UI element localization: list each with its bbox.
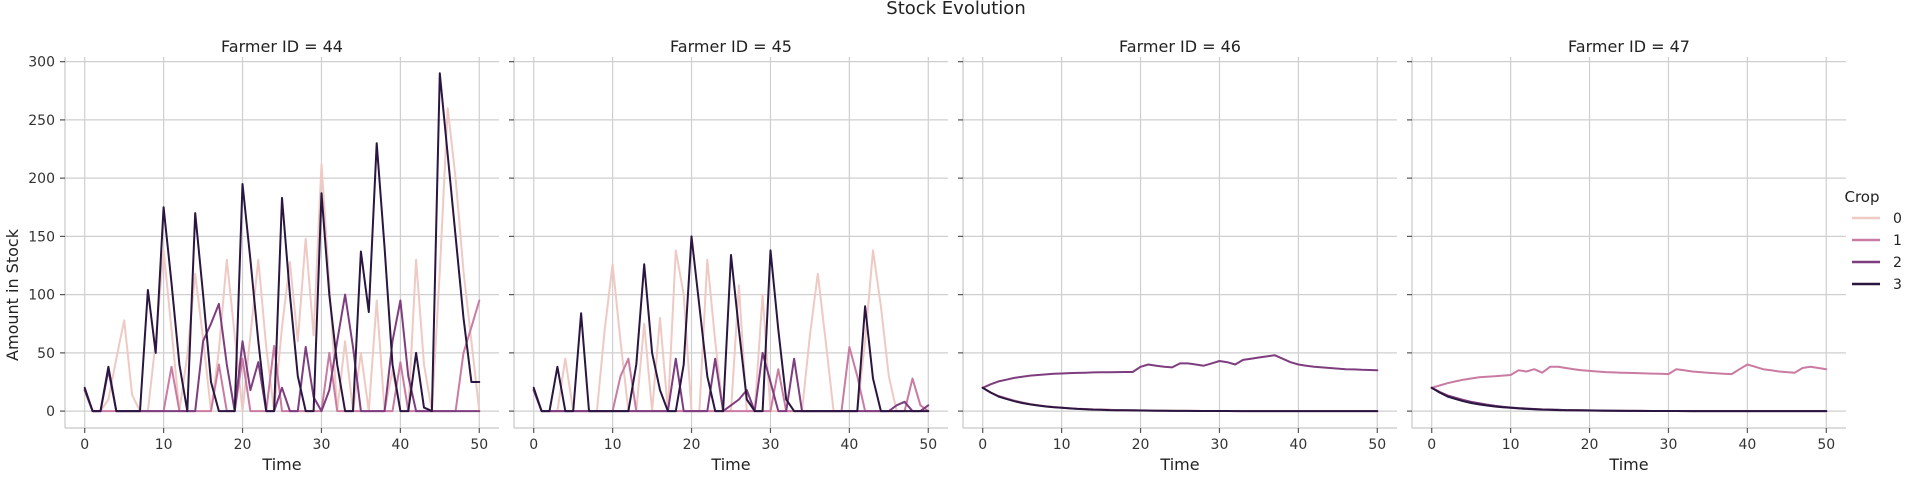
y-tick-label: 50 (37, 346, 55, 362)
x-tick-label: 40 (391, 437, 409, 453)
figure-title: Stock Evolution (886, 0, 1025, 19)
series-line-crop-2 (981, 354, 1379, 389)
x-tick-label: 20 (1581, 437, 1599, 453)
x-tick-label: 10 (1053, 437, 1071, 453)
legend-title: Crop (1844, 188, 1879, 206)
series-line-crop-0 (83, 107, 481, 413)
legend-label-crop-2: 2 (1893, 255, 1902, 271)
y-tick-label: 150 (28, 229, 55, 245)
series-line-crop-2 (83, 293, 481, 413)
panel-2: 0 10 20 30 40 50 Farmer ID = 46 Time (958, 37, 1397, 474)
x-tick-label: 40 (1738, 437, 1756, 453)
x-tick-label: 30 (762, 437, 780, 453)
series-line-crop-1 (981, 386, 1379, 413)
x-tick-label: 0 (529, 437, 538, 453)
panel-title: Farmer ID = 46 (1119, 37, 1241, 56)
panel-3: 0 10 20 30 40 50 Farmer ID = 47 Time (1407, 37, 1846, 474)
x-tick-label: 30 (1211, 437, 1229, 453)
x-axis-label: Time (261, 455, 301, 474)
panel-0: 0 10 20 30 40 50 0 50 100 150 200 250 300 Farmer ID =… (28, 37, 499, 474)
x-axis-label: Time (1608, 455, 1648, 474)
x-tick-label: 50 (1368, 437, 1386, 453)
y-tick-label: 300 (28, 55, 55, 71)
x-tick-label: 50 (1817, 437, 1835, 453)
x-tick-label: 20 (1132, 437, 1150, 453)
legend: Crop 0 1 2 3 (1844, 188, 1901, 293)
x-tick-label: 50 (919, 437, 937, 453)
x-tick-label: 40 (1289, 437, 1307, 453)
x-tick-label: 0 (1427, 437, 1436, 453)
series-line-crop-1 (1430, 363, 1828, 389)
y-tick-label: 200 (28, 171, 55, 187)
x-tick-label: 10 (155, 437, 173, 453)
panel-title: Farmer ID = 45 (670, 37, 792, 56)
x-axis-label: Time (1159, 455, 1199, 474)
y-tick-label: 0 (46, 404, 55, 420)
x-tick-label: 40 (840, 437, 858, 453)
y-tick-label: 250 (28, 113, 55, 129)
x-tick-label: 30 (1660, 437, 1678, 453)
panel-title: Farmer ID = 44 (221, 37, 343, 56)
y-axis-label: Amount in Stock (3, 228, 22, 361)
legend-label-crop-1: 1 (1893, 233, 1902, 249)
x-tick-label: 30 (313, 437, 331, 453)
x-tick-label: 10 (604, 437, 622, 453)
panel-title: Farmer ID = 47 (1568, 37, 1690, 56)
x-tick-label: 10 (1502, 437, 1520, 453)
x-tick-label: 20 (683, 437, 701, 453)
legend-label-crop-3: 3 (1893, 277, 1902, 293)
legend-label-crop-0: 0 (1893, 211, 1902, 227)
x-axis-label: Time (710, 455, 750, 474)
series-line-crop-2 (1430, 386, 1828, 413)
x-tick-label: 0 (978, 437, 987, 453)
series-line-crop-3 (981, 386, 1379, 413)
x-tick-label: 20 (234, 437, 252, 453)
series-line-crop-3 (532, 235, 930, 413)
series-line-crop-3 (83, 72, 481, 413)
panel-1: 0 10 20 30 40 50 Farmer ID = 45 Time (509, 37, 948, 474)
series-line-crop-0 (1430, 386, 1828, 413)
x-tick-label: 50 (470, 437, 488, 453)
series-line-crop-3 (1430, 386, 1828, 413)
x-tick-label: 0 (80, 437, 89, 453)
series-line-crop-0 (981, 386, 1379, 413)
y-tick-label: 100 (28, 288, 55, 304)
